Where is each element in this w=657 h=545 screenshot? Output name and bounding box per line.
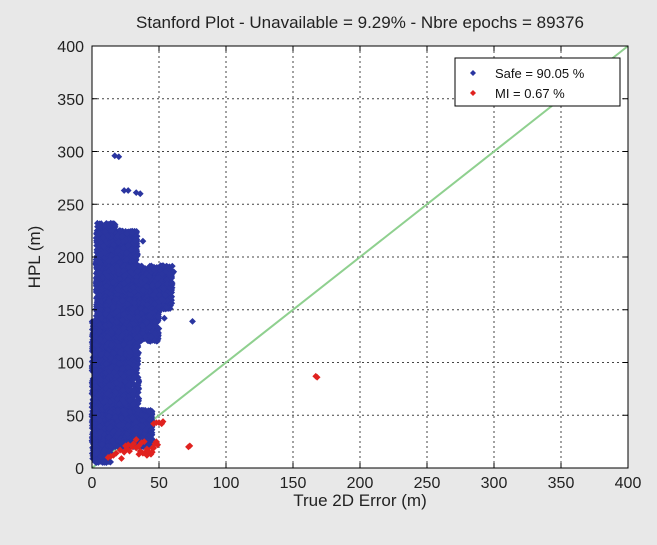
chart-svg: 0501001502002503003504000501001502002503… [0, 0, 657, 540]
chart-figure: 0501001502002503003504000501001502002503… [0, 0, 657, 540]
